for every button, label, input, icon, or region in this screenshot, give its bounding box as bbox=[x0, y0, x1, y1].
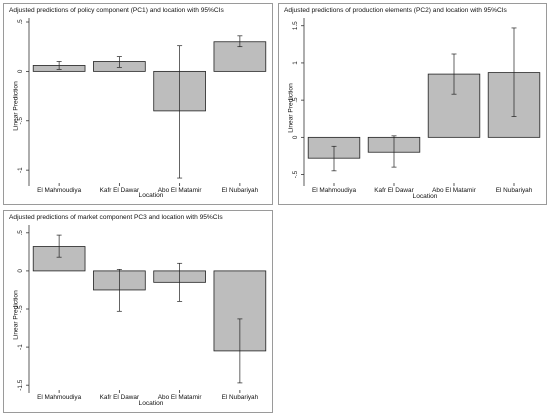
chart-panel-pc1: Adjusted predictions of policy component… bbox=[3, 3, 273, 205]
chart-plot-area: -1 -.5 0 .5 El Mahmoudiya Kafr El Dawar Abo El… bbox=[17, 18, 267, 194]
x-tick-label: El Nubariyah bbox=[222, 394, 259, 401]
y-tick-label: -1.5 bbox=[17, 379, 24, 390]
chart-title: Adjusted predictions of market component… bbox=[9, 214, 223, 221]
chart-title: Adjusted predictions of policy component… bbox=[9, 7, 224, 14]
y-tick-label: 1.5 bbox=[292, 21, 299, 30]
x-tick-label: El Mahmoudiya bbox=[37, 187, 81, 194]
x-tick-label: Kafr El Dawar bbox=[100, 187, 140, 194]
x-tick-label: Abo El Matamir bbox=[158, 187, 203, 194]
x-tick-label: Abo El Matamir bbox=[158, 394, 203, 401]
y-tick-label: .5 bbox=[17, 19, 24, 25]
x-axis-label: Location bbox=[412, 193, 438, 200]
x-tick-label: El Nubariyah bbox=[222, 187, 259, 194]
y-tick-label: -1 bbox=[17, 167, 24, 173]
y-tick-label: -1 bbox=[17, 344, 24, 350]
y-tick-label: 0 bbox=[292, 135, 299, 139]
y-tick-label: -.5 bbox=[292, 170, 299, 178]
chart-panel-pc2: Adjusted predictions of production eleme… bbox=[278, 3, 547, 205]
y-tick-label: -.5 bbox=[17, 117, 24, 125]
chart-plot-area: -.5 0 .5 1 1.5 El Mahmoudiya Kafr El Dawar Abo … bbox=[292, 18, 541, 194]
y-tick-label: 1 bbox=[292, 61, 299, 65]
chart-panel-pc3: Adjusted predictions of market component… bbox=[3, 210, 273, 413]
x-tick-label: El Mahmoudiya bbox=[312, 187, 356, 194]
x-tick-label: Kafr El Dawar bbox=[100, 394, 140, 401]
y-tick-label: -.5 bbox=[17, 305, 24, 313]
x-axis-label: Location bbox=[138, 192, 164, 199]
x-axis-label: Location bbox=[138, 400, 164, 407]
x-tick-label: Kafr El Dawar bbox=[374, 187, 414, 194]
y-tick-label: 0 bbox=[17, 269, 24, 273]
x-tick-label: El Nubariyah bbox=[496, 187, 533, 194]
chart-title: Adjusted predictions of production eleme… bbox=[284, 7, 507, 14]
x-tick-label: Abo El Matamir bbox=[432, 187, 477, 194]
y-tick-label: .5 bbox=[17, 230, 24, 236]
x-tick-label: El Mahmoudiya bbox=[37, 394, 81, 401]
y-tick-label: .5 bbox=[292, 97, 299, 103]
chart-plot-area: -1.5 -1 -.5 0 .5 El Mahmoudiya Kafr El Dawar Ab… bbox=[17, 225, 267, 401]
y-tick-label: 0 bbox=[17, 69, 24, 73]
